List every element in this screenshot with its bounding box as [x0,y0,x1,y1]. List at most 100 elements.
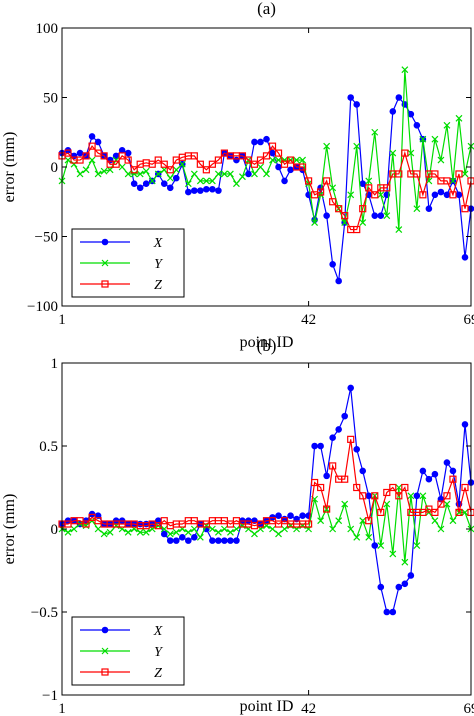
data-point [160,517,168,525]
legend-label-x: X [153,236,163,251]
data-point [359,467,367,475]
data-point [413,170,421,178]
data-point [383,500,391,508]
data-point [191,534,198,541]
data-point [184,528,192,536]
data-point [329,525,337,533]
data-point [256,156,265,164]
chart-title: (a) [257,0,276,18]
data-point [239,173,246,181]
data-point [166,166,174,174]
data-point [76,149,84,157]
data-point [401,558,409,566]
data-point [377,583,385,591]
data-point [64,156,72,164]
data-point [323,142,331,150]
data-point [329,261,336,268]
data-point [185,188,192,196]
data-point [395,583,403,591]
data-point [347,384,355,392]
data-point [124,149,132,157]
data-point [220,170,228,178]
data-point [191,187,198,194]
data-point [389,550,397,558]
data-point [455,508,463,516]
data-point [389,108,397,115]
data-point [172,174,180,182]
data-point [317,442,324,450]
legend-marker-y [101,259,109,267]
legend: XYZ [71,616,185,686]
data-point [419,135,427,143]
data-point [437,156,445,164]
x-axis-label: point ID [240,334,294,351]
data-point [377,191,385,199]
data-point [269,149,276,157]
data-point [112,160,120,168]
data-point [245,170,252,178]
data-point [407,149,415,157]
data-point [347,191,355,199]
data-point [335,277,342,285]
data-point [221,537,228,544]
data-point [233,180,240,188]
data-point [233,525,240,533]
data-point [274,149,283,157]
y-tick-label: −100 [27,299,58,315]
data-point [227,537,234,544]
data-point [172,528,180,536]
data-point [64,528,72,536]
data-point [136,170,144,178]
data-point [317,188,325,196]
data-point [383,488,391,497]
data-point [431,517,439,525]
data-point [431,470,439,478]
data-point [257,163,264,171]
data-point [160,525,168,533]
legend-marker-y [101,647,109,655]
data-point [395,492,403,500]
data-point [413,205,421,213]
data-point [275,512,282,520]
data-point [226,170,234,178]
data-point [347,94,355,101]
x-tick-label: 69 [464,701,474,716]
data-point [238,152,247,160]
data-point [233,156,240,164]
data-point [443,191,451,199]
data-point [419,191,427,199]
data-point [160,530,168,538]
data-point [347,435,355,443]
x-tick-label: 42 [301,312,316,328]
data-point [293,156,300,164]
data-point [166,174,174,182]
x-axis-label: point ID [240,698,294,715]
data-point [184,180,192,188]
data-point [455,170,463,178]
legend-marker-x [101,238,109,246]
data-point [401,149,409,157]
data-point [359,205,367,213]
data-point [190,170,198,178]
data-point [214,170,222,178]
data-point [389,608,397,616]
data-point [178,534,186,541]
data-point [226,528,234,536]
legend-label-y: Y [154,645,164,660]
data-point [185,537,192,544]
data-point [244,156,253,164]
data-point [443,177,451,185]
data-point [389,483,397,492]
data-point [329,462,337,470]
data-point [281,156,288,164]
data-point [449,177,457,185]
data-point [215,187,222,194]
data-point [209,537,216,544]
data-point [100,152,108,160]
data-point [353,225,361,234]
legend-label-y: Y [154,257,164,272]
data-point [251,170,258,178]
series-y [58,484,474,566]
data-point [365,184,373,192]
data-point [389,149,397,157]
